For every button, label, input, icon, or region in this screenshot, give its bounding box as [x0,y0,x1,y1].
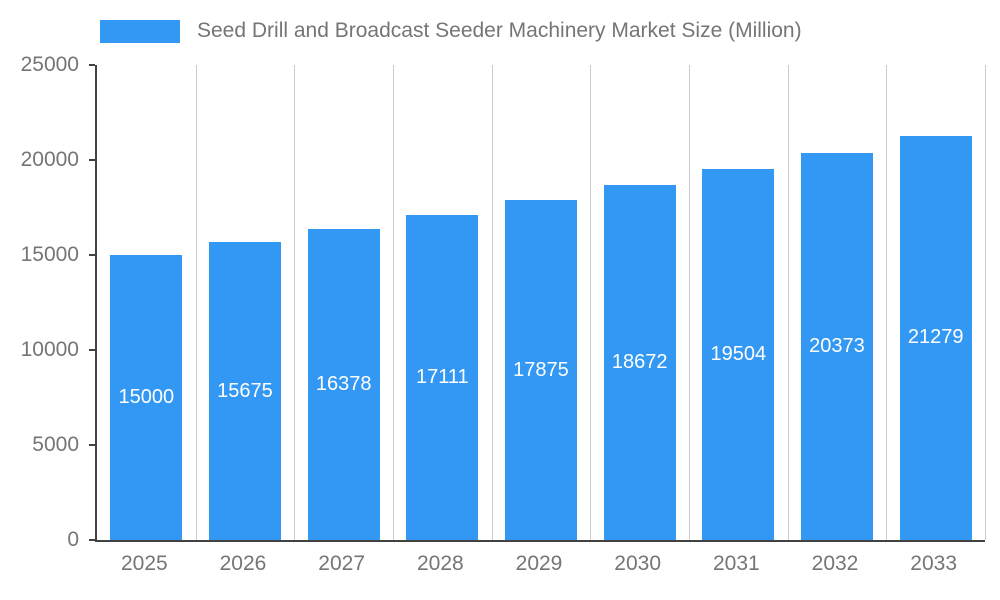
bar-value-label: 15000 [118,386,175,408]
gridline [688,65,690,540]
y-tick-mark [89,254,95,256]
x-tick-label: 2028 [416,552,464,575]
bar-value-label: 15675 [217,379,273,402]
y-tick-label: 10000 [20,338,79,361]
bar-2031: 19504 [702,169,775,540]
gridline [886,65,888,540]
y-tick-label: 15000 [20,243,79,266]
gridline [294,65,296,540]
x-tick-label: 2032 [811,552,859,575]
bar-2032: 20373 [800,152,873,540]
bar-2029: 17875 [504,200,577,540]
y-tick-mark [89,159,95,161]
bar-value-label: 18672 [611,351,668,374]
legend: Seed Drill and Broadcast Seeder Machiner… [100,19,802,43]
bar-value-label: 19504 [710,343,767,366]
y-axis: 0 5000 10000 15000 20000 25000 [0,53,95,551]
x-tick-label: 2030 [614,552,662,575]
gridline [392,65,394,540]
chart-title: Seed Drill and Broadcast Seeder Machiner… [197,19,802,42]
x-tick-label: 2026 [219,552,267,575]
gridline [787,65,789,540]
y-tick-label: 20000 [20,148,79,171]
y-tick-mark [89,349,95,351]
bar-value-label: 20373 [809,334,865,357]
gridline [195,65,197,540]
plot-area: 15000 15675 16378 17111 17875 18672 19504 20373… [95,65,986,542]
legend-swatch [100,19,180,43]
bar-2028: 17111 [406,214,479,540]
x-axis: 2025 2026 2027 2028 2029 2030 2031 2032 2033 [95,552,983,584]
y-tick-mark [89,444,95,446]
bar-value-label: 16378 [315,372,372,395]
bar-2033: 21279 [899,135,972,540]
bar-2025: 15000 [110,255,183,540]
x-tick-label: 2033 [910,552,958,575]
x-tick-label: 2029 [515,552,563,575]
y-tick-label: 25000 [20,53,79,76]
y-tick-label: 5000 [32,433,79,456]
y-tick-mark [89,539,95,541]
gridline [985,65,986,540]
x-tick-label: 2025 [120,552,168,575]
bar-value-label: 17111 [415,365,469,388]
x-tick-label: 2027 [318,552,366,575]
y-tick-mark [89,64,95,66]
bar-value-label: 17875 [513,358,569,381]
bar-2026: 15675 [208,242,281,540]
gridline [491,65,493,540]
bar-2030: 18672 [603,185,676,540]
gridline [590,65,592,540]
bar-2027: 16378 [307,228,380,540]
bar-value-label: 21279 [907,326,964,349]
x-tick-label: 2031 [712,552,760,575]
y-tick-label: 0 [67,528,79,551]
